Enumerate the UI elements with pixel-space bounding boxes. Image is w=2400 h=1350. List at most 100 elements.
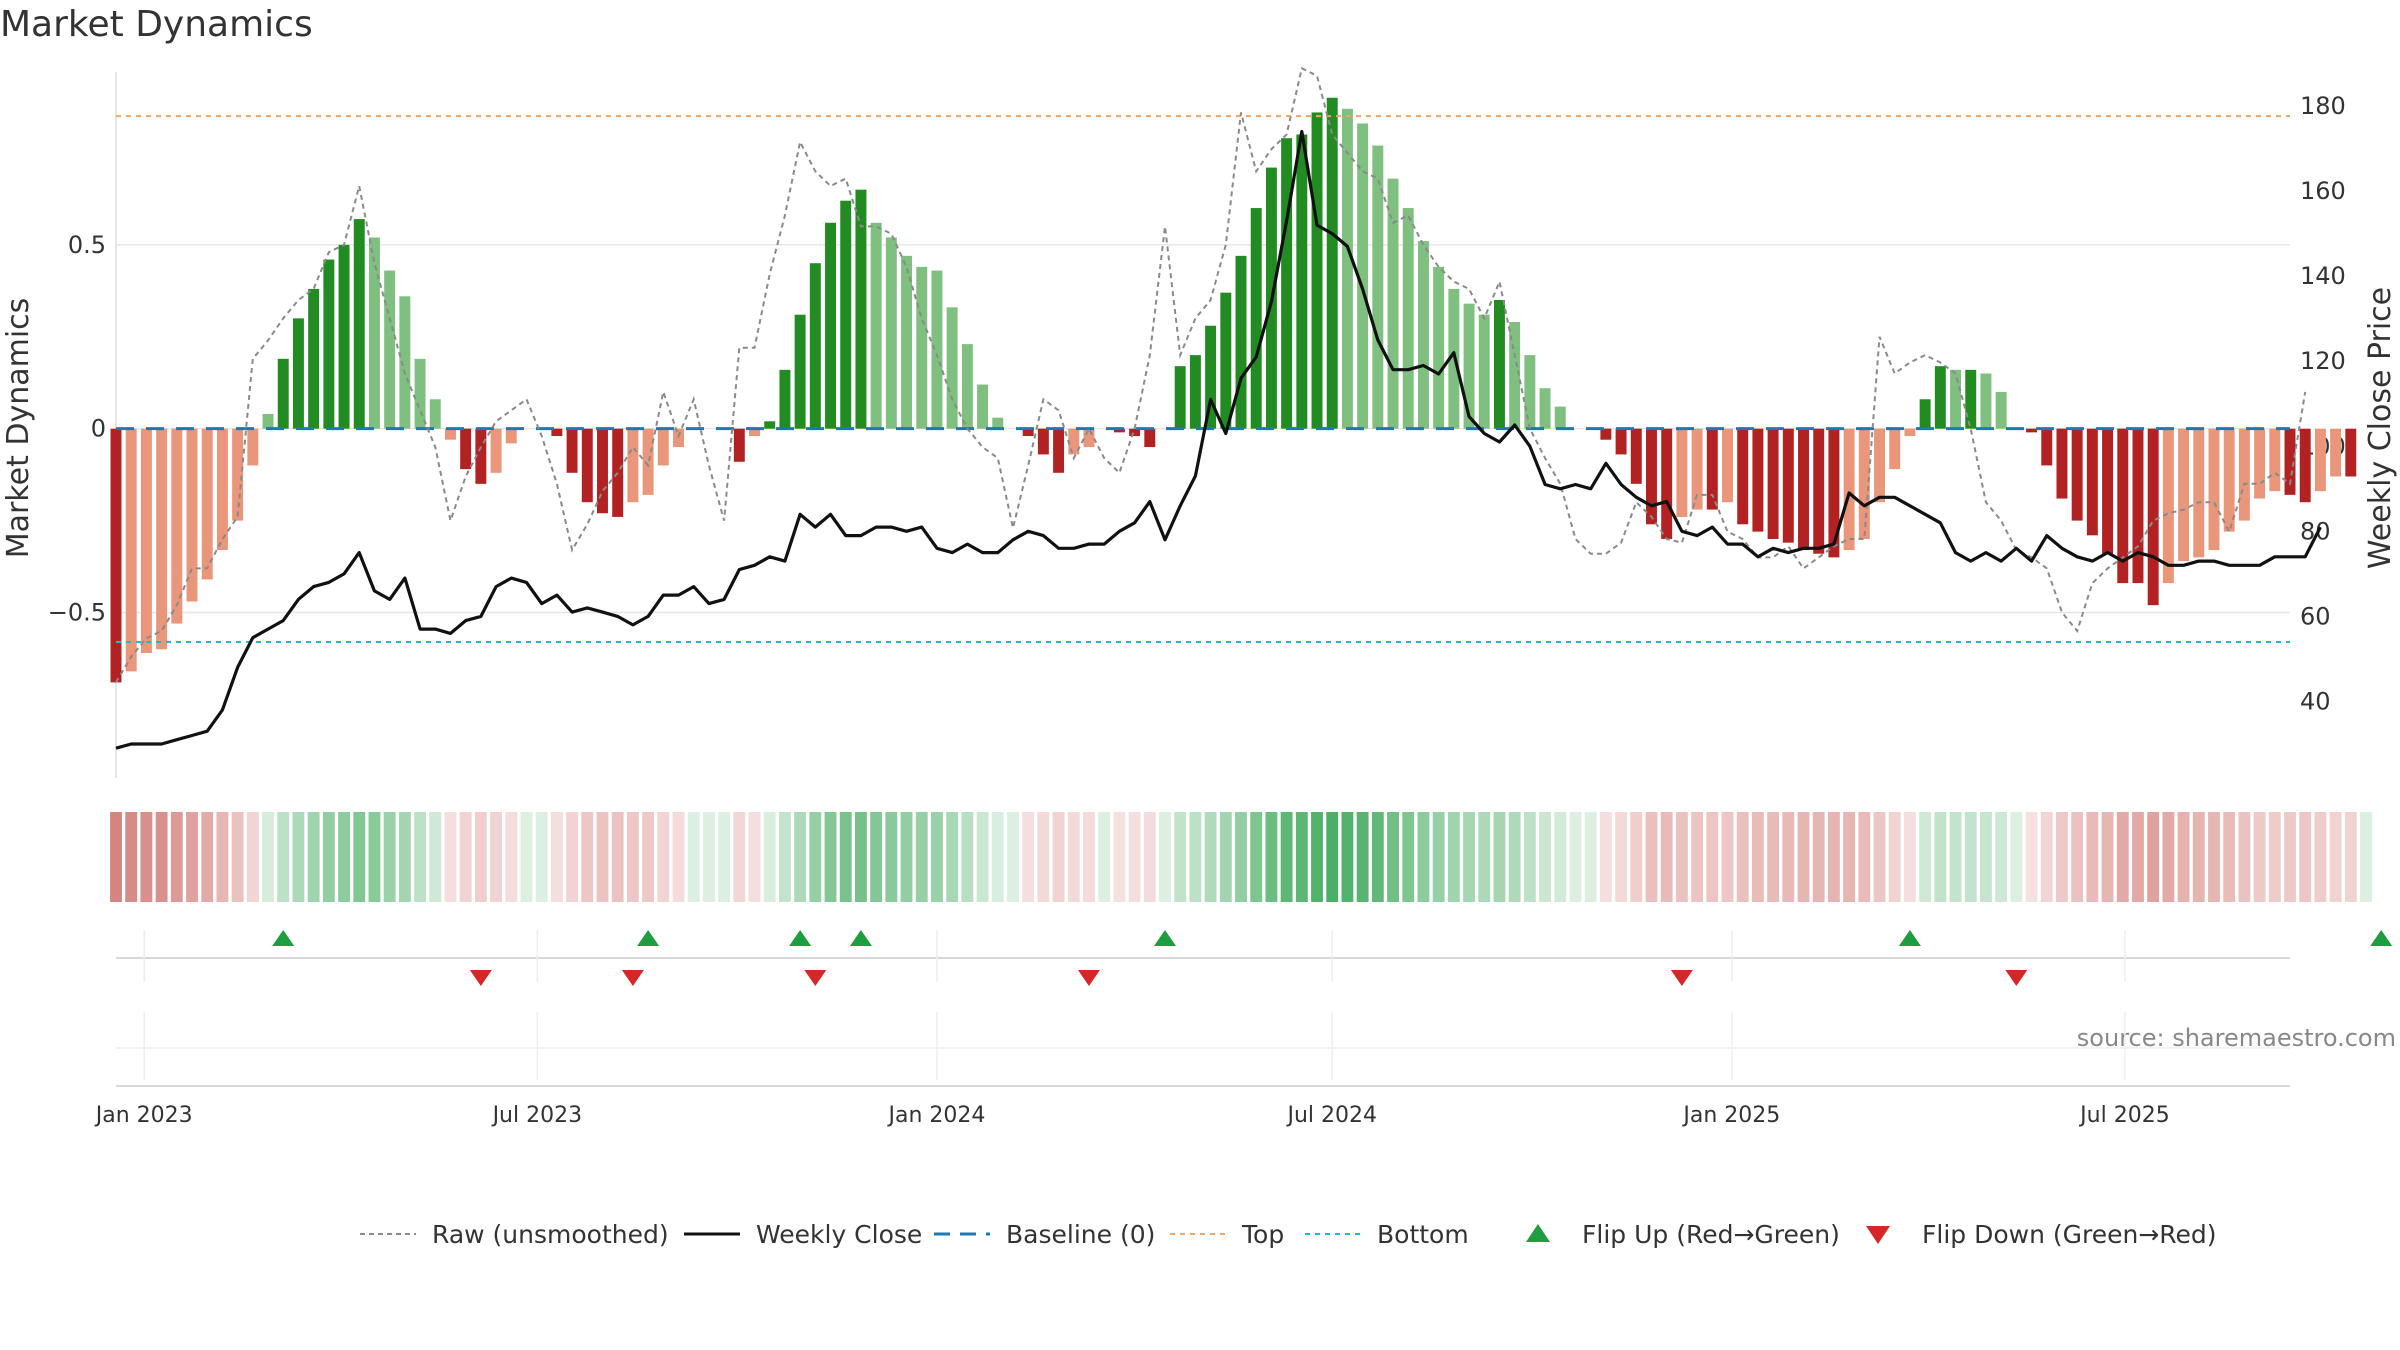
strip-cell <box>946 812 959 902</box>
momentum-bar <box>308 288 320 429</box>
legend-label: Baseline (0) <box>1006 1220 1155 1249</box>
strip-cell <box>474 812 487 902</box>
strip-cell <box>1873 812 1886 902</box>
momentum-bar <box>1615 428 1627 455</box>
momentum-bar <box>368 237 380 429</box>
momentum-bar <box>1904 428 1916 437</box>
strip-cell <box>763 812 776 902</box>
momentum-bar <box>1220 292 1232 429</box>
strip-cell <box>2040 812 2053 902</box>
flip-down-marker <box>1077 970 1100 986</box>
momentum-bar <box>2041 428 2053 466</box>
strip-cell <box>322 812 335 902</box>
flip-markers-panel <box>116 930 2393 986</box>
strip-cell <box>535 812 548 902</box>
momentum-bar <box>1600 428 1612 440</box>
strip-cell <box>2360 812 2372 902</box>
strip-cell <box>870 812 883 902</box>
flip-up-marker <box>1153 930 1176 946</box>
weekly-close-line <box>115 129 2322 750</box>
strip-cell <box>246 812 259 902</box>
strip-cell <box>429 812 442 902</box>
strip-cell <box>2010 812 2023 902</box>
right-tick-label: 120 <box>2300 347 2346 375</box>
momentum-bar <box>1129 428 1141 437</box>
strip-cell <box>1995 812 2008 902</box>
momentum-bar <box>627 428 639 503</box>
momentum-bar <box>156 428 168 650</box>
momentum-bar <box>1767 428 1779 539</box>
strip-cell <box>2025 812 2038 902</box>
strip-cell <box>1204 812 1217 902</box>
strip-cell <box>885 812 898 902</box>
momentum-bar <box>140 428 152 653</box>
momentum-bar <box>566 428 578 473</box>
momentum-bar <box>2299 428 2311 503</box>
momentum-bar <box>505 428 517 444</box>
momentum-bar <box>1189 355 1201 429</box>
momentum-bar <box>444 428 456 440</box>
strip-cell <box>2101 812 2114 902</box>
strip-cell <box>490 812 502 902</box>
x-tick-label: Jul 2024 <box>1285 1103 1377 1128</box>
strip-cell <box>855 812 867 902</box>
momentum-bar <box>2147 428 2159 606</box>
time-axis-panel: Jan 2023 Jul 2023 Jan 2024 Jul 2024 Jan 2025… <box>94 930 2290 1128</box>
momentum-bar <box>840 200 852 429</box>
strip-cell <box>915 812 928 902</box>
strip-cell <box>277 812 290 902</box>
strip-cell <box>338 812 350 902</box>
strip-cell <box>1691 812 1704 902</box>
strip-cell <box>1964 812 1977 902</box>
legend-item-baseline: Baseline (0) <box>934 1220 1155 1249</box>
momentum-bar <box>794 314 806 429</box>
strip-cell <box>1037 812 1050 902</box>
momentum-bar <box>1539 388 1551 429</box>
momentum-bar <box>1022 428 1034 437</box>
legend-item-flip-down: Flip Down (Green→Red) <box>1866 1220 2217 1249</box>
legend-item-bottom: Bottom <box>1305 1220 1469 1249</box>
momentum-bar <box>1281 138 1293 429</box>
momentum-bar <box>2178 428 2190 562</box>
strip-cell <box>1159 812 1171 902</box>
strip-cell <box>1660 812 1673 902</box>
strip-cell <box>307 812 320 902</box>
momentum-bar <box>2026 428 2038 433</box>
momentum-bar <box>125 428 137 672</box>
momentum-bar <box>1037 428 1049 455</box>
strip-cell <box>292 812 305 902</box>
strip-cell <box>2071 812 2084 902</box>
strip-cell <box>1402 812 1415 902</box>
strip-cell <box>2086 812 2099 902</box>
strip-cell <box>231 812 244 902</box>
flip-up-marker <box>272 930 295 946</box>
strip-cell <box>1858 812 1871 902</box>
momentum-bar <box>961 344 973 429</box>
momentum-bar <box>2086 428 2098 536</box>
momentum-bar <box>642 428 654 495</box>
momentum-bar <box>110 428 122 683</box>
strip-cell <box>216 812 229 902</box>
strip-cell <box>1022 812 1035 902</box>
momentum-bar <box>2117 428 2129 584</box>
momentum-bar <box>1524 355 1536 429</box>
momentum-bar <box>931 270 943 429</box>
strip-cell <box>505 812 518 902</box>
strip-cell <box>794 812 807 902</box>
flip-up-marker <box>2370 930 2393 946</box>
strip-cell <box>2147 812 2160 902</box>
momentum-bar <box>551 428 563 437</box>
strip-cell <box>1341 812 1354 902</box>
momentum-bar <box>2314 428 2326 492</box>
strip-cell <box>748 812 761 902</box>
legend-item-price: Weekly Close <box>684 1220 922 1249</box>
right-axis-label: Weekly Close Price <box>2363 287 2398 569</box>
momentum-bar <box>1722 428 1733 503</box>
momentum-bar <box>1661 428 1673 539</box>
momentum-bar <box>2223 428 2235 532</box>
momentum-bar <box>460 428 472 470</box>
momentum-bar <box>1509 322 1521 429</box>
strip-cell <box>900 812 913 902</box>
strip-cell <box>976 812 989 902</box>
